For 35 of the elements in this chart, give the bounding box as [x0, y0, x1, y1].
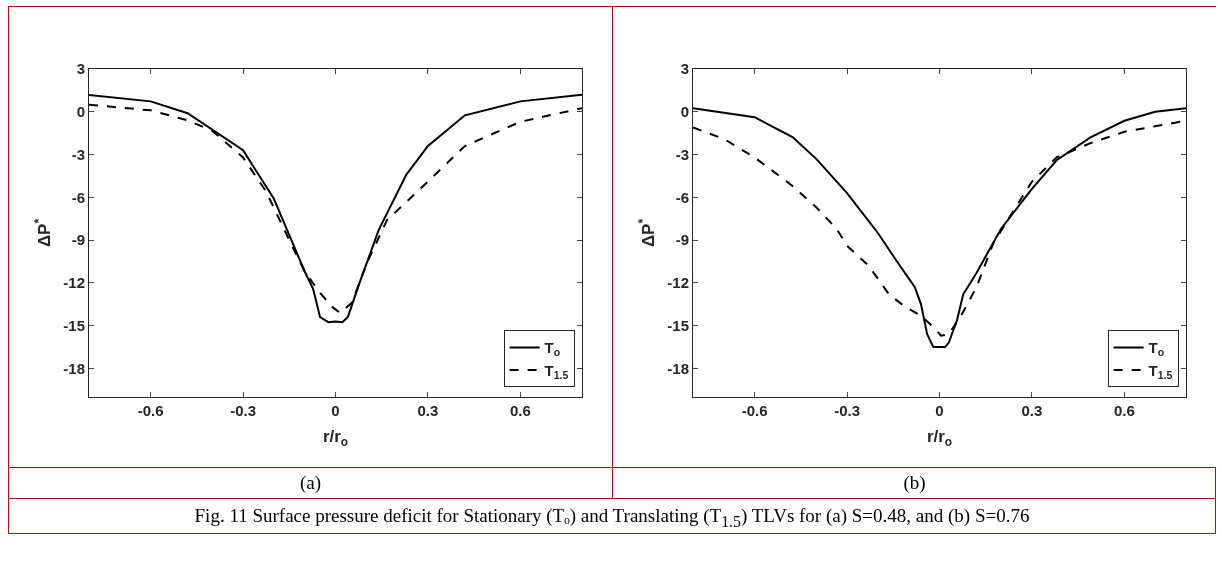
legend-label: T$_{o}$ — [544, 339, 561, 359]
y-tick-label: -3 — [675, 145, 689, 163]
y-tick-label: -18 — [667, 359, 689, 377]
y-tick-label: -15 — [667, 316, 689, 334]
y-tick-label: -9 — [71, 231, 85, 249]
y-tick-label: 3 — [680, 60, 689, 78]
legend-label: T$_{o}$ — [1148, 339, 1165, 359]
x-axis-title: r/r$_{o}$ — [926, 427, 953, 449]
y-tick-label: -12 — [63, 274, 85, 292]
x-tick-label: 0 — [331, 402, 340, 419]
x-tick-label: 0 — [935, 402, 944, 419]
text: (b) — [613, 467, 1216, 498]
y-tick-label: -12 — [667, 274, 689, 292]
y-tick-label: -3 — [71, 145, 85, 163]
y-tick-label: 0 — [680, 103, 689, 121]
y-tick-label: -6 — [675, 188, 689, 206]
caption: Fig. 11 Surface pressure deficit for Stationary (Tₒ) and Translating (T$_{1.5}$) TLVs for (a) S=0.48, and (b) S=0.76 — [8, 499, 1216, 534]
x-tick-label: -0.6 — [137, 402, 164, 419]
x-tick-label: 0.3 — [417, 402, 439, 419]
y-tick-label: -15 — [63, 316, 85, 334]
x-tick-label: -0.6 — [741, 402, 768, 419]
y-tick-label: 0 — [76, 103, 85, 121]
x-tick-label: 0.3 — [1021, 402, 1043, 419]
y-tick-label: -18 — [63, 359, 85, 377]
y-tick-label: -9 — [675, 231, 689, 249]
x-tick-label: 0.6 — [509, 402, 531, 419]
legend-label: T$_{1.5}$ — [544, 361, 569, 381]
x-axis-title: r/r$_{o}$ — [322, 427, 349, 449]
legend-label: T$_{1.5}$ — [1148, 361, 1173, 381]
x-tick-label: -0.3 — [230, 402, 256, 419]
x-tick-label: -0.3 — [834, 402, 860, 419]
text: (a) — [9, 467, 612, 498]
y-tick-label: 3 — [76, 60, 85, 78]
y-tick-label: -6 — [71, 188, 85, 206]
x-tick-label: 0.6 — [1113, 402, 1135, 419]
